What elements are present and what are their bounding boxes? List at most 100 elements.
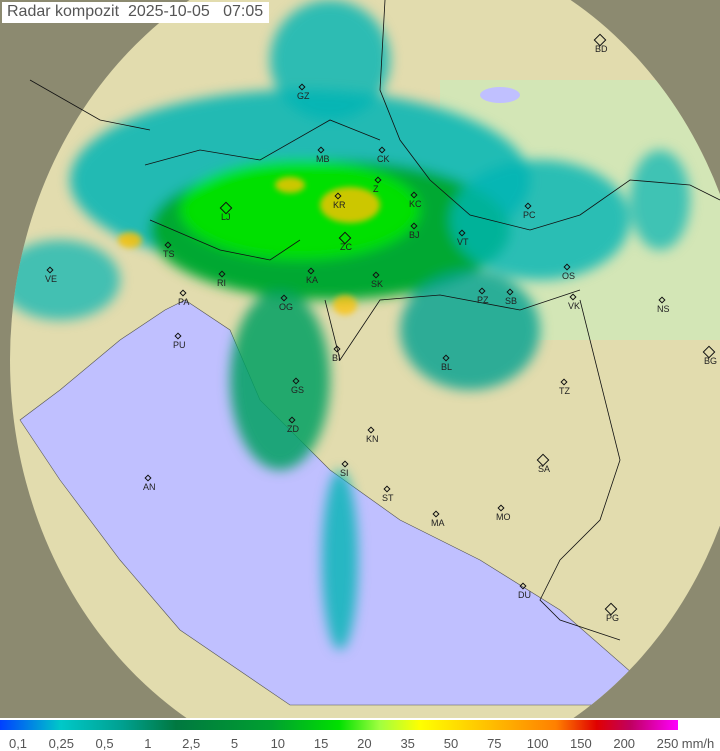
legend-tick: 200 xyxy=(613,736,636,751)
city-marker-icon xyxy=(292,377,300,385)
city-bd: BD xyxy=(593,33,608,54)
city-marker-icon xyxy=(432,510,440,518)
city-marker-icon xyxy=(280,294,288,302)
city-label: OS xyxy=(562,271,575,281)
city-ri: RI xyxy=(217,270,226,288)
city-marker-icon xyxy=(519,582,527,590)
city-marker-icon xyxy=(367,426,375,434)
city-marker-icon xyxy=(333,345,341,353)
city-label: Z xyxy=(373,184,379,194)
city-si: SI xyxy=(340,460,349,478)
city-marker-icon xyxy=(46,266,54,274)
city-marker-icon xyxy=(560,378,568,386)
legend-tick: 100 xyxy=(526,736,549,751)
legend-tick: 75 xyxy=(487,736,502,751)
city-marker-icon xyxy=(174,332,182,340)
city-ts: TS xyxy=(163,241,175,259)
legend-tick: 50 xyxy=(443,736,459,751)
city-label: BG xyxy=(704,356,717,366)
city-marker-icon xyxy=(164,241,172,249)
city-lj: LJ xyxy=(219,201,233,222)
city-zc: ZC xyxy=(338,231,352,252)
city-label: KR xyxy=(333,200,346,210)
city-marker-icon xyxy=(410,191,418,199)
legend-tick: 1 xyxy=(144,736,152,751)
city-marker-icon xyxy=(442,354,450,362)
city-label: MA xyxy=(431,518,445,528)
city-label: SI xyxy=(340,468,349,478)
legend-tick: 15 xyxy=(313,736,329,751)
city-label: GZ xyxy=(297,91,310,101)
city-marker-icon xyxy=(298,83,306,91)
city-label: DU xyxy=(518,590,531,600)
city-bj: BJ xyxy=(409,222,420,240)
city-kc: KC xyxy=(409,191,422,209)
city-marker-icon xyxy=(307,267,315,275)
city-label: BJ xyxy=(409,230,420,240)
legend-tick: 2,5 xyxy=(182,736,201,751)
city-label: KA xyxy=(306,275,318,285)
city-an: AN xyxy=(143,474,156,492)
city-tz: TZ xyxy=(559,378,570,396)
city-marker-icon xyxy=(219,201,233,215)
city-label: MO xyxy=(496,512,511,522)
city-marker-icon xyxy=(506,288,514,296)
city-marker-icon xyxy=(569,293,577,301)
city-bg: BG xyxy=(702,345,717,366)
city-marker-icon xyxy=(144,474,152,482)
city-pz: PZ xyxy=(477,287,489,305)
city-ma: MA xyxy=(431,510,445,528)
legend-tick: 35 xyxy=(400,736,415,751)
radar-echoes xyxy=(10,0,690,650)
city-label: KN xyxy=(366,434,379,444)
city-label: BL xyxy=(441,362,452,372)
city-marker-icon xyxy=(218,270,226,278)
city-label: SK xyxy=(371,279,383,289)
city-label: PA xyxy=(178,297,189,307)
legend-tick: 0,5 xyxy=(95,736,114,751)
city-label: ZC xyxy=(340,242,352,252)
city-marker-icon xyxy=(593,33,607,47)
city-marker-icon xyxy=(410,222,418,230)
city-label: CK xyxy=(377,154,390,164)
city-marker-icon xyxy=(288,416,296,424)
city-marker-icon xyxy=(524,202,532,210)
city-ka: KA xyxy=(306,267,318,285)
city-label: BD xyxy=(595,44,608,54)
legend-color-scale xyxy=(0,720,678,730)
city-marker-icon xyxy=(341,460,349,468)
city-marker-icon xyxy=(458,229,466,237)
city-label: VT xyxy=(457,237,469,247)
city-label: TS xyxy=(163,249,175,259)
country-borders xyxy=(29,0,720,641)
city-marker-icon xyxy=(317,146,325,154)
color-legend: 0,1 0,25 0,5 1 2,5 5 10 15 20 35 50 75 100 150 200 250 … xyxy=(0,718,720,751)
legend-tick: 10 xyxy=(270,736,286,751)
city-st: ST xyxy=(382,485,394,503)
city-label: ST xyxy=(382,493,394,503)
city-label: NS xyxy=(657,304,670,314)
city-bi: BI xyxy=(332,345,341,363)
city-label: KC xyxy=(409,199,422,209)
city-label: PG xyxy=(606,613,619,623)
city-label: TZ xyxy=(559,386,570,396)
city-label: OG xyxy=(279,302,293,312)
city-label: PZ xyxy=(477,295,489,305)
radar-map[interactable]: BD GZ MB CK KR Z KC LJ BJ VT PC TS ZC KA SK VE RI PA OG PZ S… xyxy=(0,0,720,718)
legend-tick: 5 xyxy=(230,736,239,751)
city-marker-icon xyxy=(536,453,550,467)
city-label: PU xyxy=(173,340,186,350)
city-marker-icon xyxy=(604,602,618,616)
legend-tick: 0,1 xyxy=(8,736,28,751)
city-label: BI xyxy=(332,353,341,363)
city-pa: PA xyxy=(178,289,189,307)
city-sb: SB xyxy=(505,288,517,306)
city-label: SA xyxy=(538,464,550,474)
city-markers: BD GZ MB CK KR Z KC LJ BJ VT PC TS ZC KA SK VE RI PA OG PZ S… xyxy=(45,33,717,623)
city-marker-icon xyxy=(497,504,505,512)
city-label: SB xyxy=(505,296,517,306)
city-label: VK xyxy=(568,301,580,311)
city-label: ZD xyxy=(287,424,299,434)
city-marker-icon xyxy=(478,287,486,295)
